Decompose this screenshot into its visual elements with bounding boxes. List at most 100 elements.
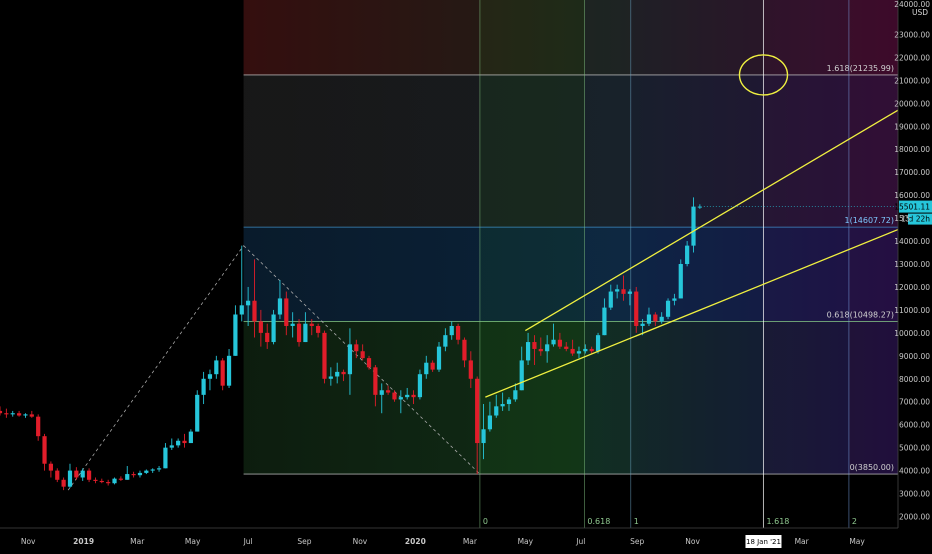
candle-body [608,291,613,308]
price-tick-label: 21000.00 [894,76,930,85]
candle-body [144,470,149,473]
candle [538,337,543,356]
candle-body [322,332,327,379]
fib-zone-1 [243,74,899,228]
last-price-partial: 15 [901,215,911,224]
time-tick-label: Nov [685,537,700,546]
fib-time-label: 2 [852,517,857,526]
candle [455,323,461,345]
candle [621,275,626,301]
channel-line[interactable] [485,228,899,398]
candle [487,401,493,432]
candle-body [462,339,467,361]
fib-zone-3 [243,321,899,475]
time-axis-background [0,528,932,550]
fib-level-label: 1(14607.72) [844,216,894,225]
candle [691,197,696,253]
candle [29,410,34,418]
candle [131,471,136,478]
currency-label: USD [912,8,928,17]
candle [513,383,518,402]
candle-body [328,376,333,379]
candle-body [74,470,79,478]
candle-body [277,298,283,315]
candle [615,284,620,299]
candle [322,330,327,384]
price-tick-label: 16000.00 [894,191,930,200]
candle [182,433,187,448]
last-price-label: 15501.11 [894,203,930,212]
swing-line [67,245,244,491]
candle-body [156,468,162,470]
candle-body [398,397,403,400]
candle [290,312,295,338]
time-tick-label: Jul [243,537,253,546]
candle [55,468,60,483]
candle-body [646,314,652,324]
candle [42,433,47,471]
fib-time-band-3 [763,0,849,475]
target-circle[interactable] [738,54,789,96]
candle-body [436,346,442,370]
candle-body [150,469,155,471]
candle-body [176,440,181,446]
candle-body [265,332,270,343]
candle-body [621,289,626,294]
candle [564,342,569,352]
price-axis-background [898,0,932,550]
candle [640,319,645,336]
fib-time-label: 0 [483,517,488,526]
candle-body [653,314,658,322]
candle [112,477,117,485]
time-highlight-tag [745,535,782,548]
time-tick-label: Sep [297,537,311,546]
candle [61,477,66,491]
candle [48,461,53,478]
candle-body [246,300,251,306]
candle [226,348,232,388]
candle [525,332,531,366]
candle-body [379,390,384,395]
candle-body [449,325,454,336]
candle [659,312,664,324]
candle [137,470,143,478]
fib-time-label: 1.618 [766,517,789,526]
candle [328,367,333,386]
channel-line[interactable] [525,109,899,332]
candle-body [61,479,66,487]
candle [169,438,174,450]
candle [284,291,289,336]
candle-body [220,360,225,386]
candle-body [672,298,677,301]
candle-body [392,392,397,400]
fib-level-label: 0.618(10498.27) [827,310,894,319]
candle [646,307,652,326]
candle-body [284,298,289,326]
candle [576,346,582,359]
candle-body [595,335,601,352]
fib-level-label: 1.618(21235.99) [827,64,894,73]
candle-body [366,358,372,368]
candle [468,351,473,388]
candle-body [354,344,359,352]
candle-body [309,323,314,326]
candle [67,463,73,488]
candle [296,319,302,347]
candle-body [697,206,702,208]
candle [475,376,480,475]
fib-time-band-0 [479,0,585,475]
candle-body [557,339,562,347]
candle-body [455,325,461,340]
candle-body [583,348,588,352]
time-tick-label: May [518,537,534,546]
price-tick-label: 9000.00 [899,352,930,361]
candle-body [42,436,47,464]
candle-body [48,463,53,471]
price-tick-label: 17000.00 [894,168,930,177]
candle [347,328,353,395]
candle-body [188,431,193,444]
price-tick-label: 8000.00 [899,375,930,384]
candle-body [564,346,569,349]
